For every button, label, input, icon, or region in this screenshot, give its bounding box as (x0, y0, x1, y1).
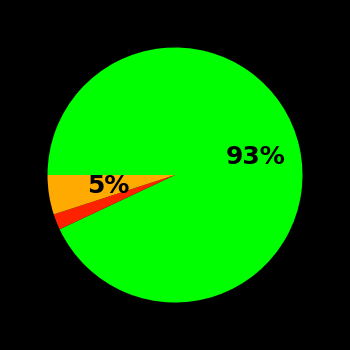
Wedge shape (48, 48, 302, 302)
Text: 93%: 93% (226, 145, 285, 169)
Wedge shape (48, 175, 175, 215)
Text: 5%: 5% (87, 174, 130, 197)
Wedge shape (54, 175, 175, 229)
